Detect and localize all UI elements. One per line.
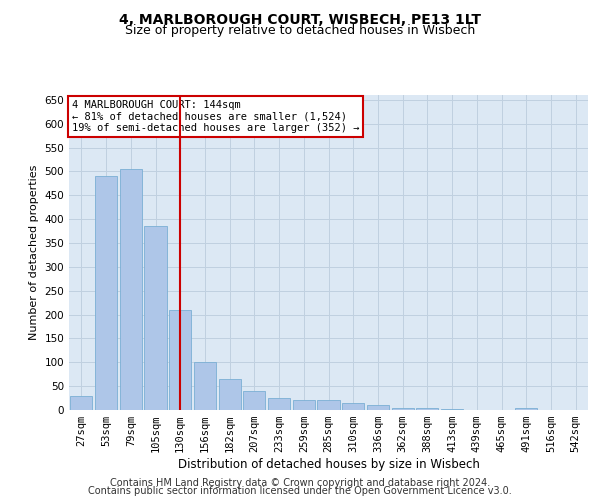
Text: 4, MARLBOROUGH COURT, WISBECH, PE13 1LT: 4, MARLBOROUGH COURT, WISBECH, PE13 1LT [119,12,481,26]
Y-axis label: Number of detached properties: Number of detached properties [29,165,39,340]
Bar [95,176,117,410]
Bar [367,405,389,410]
Bar [70,396,92,410]
Bar [218,379,241,410]
Text: Contains public sector information licensed under the Open Government Licence v3: Contains public sector information licen… [88,486,512,496]
Bar [416,408,439,410]
Bar [119,169,142,410]
Bar [145,226,167,410]
X-axis label: Distribution of detached houses by size in Wisbech: Distribution of detached houses by size … [178,458,479,471]
Text: Size of property relative to detached houses in Wisbech: Size of property relative to detached ho… [125,24,475,37]
Text: Contains HM Land Registry data © Crown copyright and database right 2024.: Contains HM Land Registry data © Crown c… [110,478,490,488]
Bar [342,403,364,410]
Bar [293,400,315,410]
Bar [169,310,191,410]
Bar [268,398,290,410]
Text: 4 MARLBOROUGH COURT: 144sqm
← 81% of detached houses are smaller (1,524)
19% of : 4 MARLBOROUGH COURT: 144sqm ← 81% of det… [71,100,359,133]
Bar [317,400,340,410]
Bar [392,408,414,410]
Bar [441,408,463,410]
Bar [194,362,216,410]
Bar [515,408,538,410]
Bar [243,391,265,410]
